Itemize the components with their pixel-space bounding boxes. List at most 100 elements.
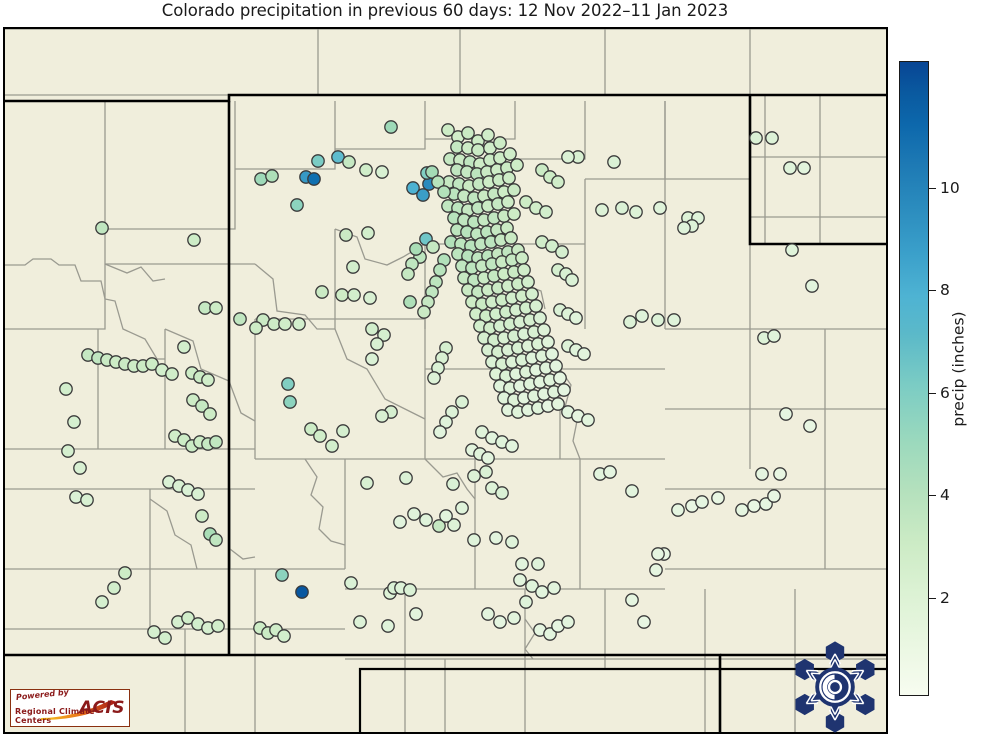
station-marker[interactable] [80,493,94,507]
station-marker[interactable] [446,477,460,491]
station-marker[interactable] [543,627,557,641]
station-marker[interactable] [747,499,761,513]
station-marker[interactable] [503,147,517,161]
station-marker[interactable] [441,123,455,137]
station-marker[interactable] [695,495,709,509]
station-marker[interactable] [195,399,209,413]
station-marker[interactable] [637,615,651,629]
station-marker[interactable] [510,158,524,172]
station-marker[interactable] [399,471,413,485]
station-marker[interactable] [249,321,263,335]
station-marker[interactable] [677,221,691,235]
station-marker[interactable] [59,382,73,396]
station-marker[interactable] [265,169,279,183]
station-marker[interactable] [493,136,507,150]
station-marker[interactable] [467,533,481,547]
station-marker[interactable] [555,245,569,259]
station-marker[interactable] [346,260,360,274]
station-marker[interactable] [577,347,591,361]
station-marker[interactable] [118,566,132,580]
station-marker[interactable] [361,226,375,240]
station-marker[interactable] [73,461,87,475]
station-marker[interactable] [447,518,461,532]
station-marker[interactable] [375,409,389,423]
station-marker[interactable] [187,233,201,247]
station-marker[interactable] [433,263,447,277]
station-marker[interactable] [107,581,121,595]
station-marker[interactable] [545,239,559,253]
station-marker[interactable] [551,175,565,189]
station-marker[interactable] [191,487,205,501]
station-marker[interactable] [290,198,304,212]
station-marker[interactable] [313,429,327,443]
station-marker[interactable] [797,161,811,175]
station-marker[interactable] [419,513,433,527]
station-marker[interactable] [525,579,539,593]
station-marker[interactable] [292,317,306,331]
station-marker[interactable] [481,607,495,621]
station-marker[interactable] [635,309,649,323]
station-marker[interactable] [759,497,773,511]
station-marker[interactable] [505,535,519,549]
station-marker[interactable] [315,285,329,299]
station-marker[interactable] [370,337,384,351]
station-marker[interactable] [95,221,109,235]
station-marker[interactable] [711,491,725,505]
station-marker[interactable] [145,357,159,371]
station-marker[interactable] [615,201,629,215]
station-marker[interactable] [525,287,539,301]
station-marker[interactable] [607,155,621,169]
station-marker[interactable] [347,288,361,302]
station-marker[interactable] [502,171,516,185]
station-marker[interactable] [211,619,225,633]
station-marker[interactable] [147,625,161,639]
station-marker[interactable] [529,299,543,313]
station-marker[interactable] [409,242,423,256]
station-marker[interactable] [785,243,799,257]
station-marker[interactable] [325,439,339,453]
station-marker[interactable] [403,583,417,597]
station-marker[interactable] [304,422,318,436]
station-marker[interactable] [426,240,440,254]
station-marker[interactable] [445,405,459,419]
station-marker[interactable] [519,195,533,209]
station-marker[interactable] [203,407,217,421]
station-marker[interactable] [603,465,617,479]
station-marker[interactable] [773,467,787,481]
station-marker[interactable] [489,531,503,545]
station-marker[interactable] [393,515,407,529]
station-marker[interactable] [531,557,545,571]
station-marker[interactable] [275,568,289,582]
station-marker[interactable] [363,291,377,305]
station-marker[interactable] [539,205,553,219]
station-marker[interactable] [495,486,509,500]
station-marker[interactable] [667,313,681,327]
station-marker[interactable] [779,407,793,421]
station-marker[interactable] [409,607,423,621]
station-marker[interactable] [427,371,441,385]
station-marker[interactable] [431,175,445,189]
station-marker[interactable] [565,273,579,287]
station-marker[interactable] [651,547,665,561]
station-marker[interactable] [95,595,109,609]
station-marker[interactable] [201,373,215,387]
station-marker[interactable] [507,207,521,221]
station-marker[interactable] [549,359,563,373]
station-marker[interactable] [195,509,209,523]
station-marker[interactable] [569,311,583,325]
station-marker[interactable] [805,279,819,293]
station-marker[interactable] [479,465,493,479]
station-marker[interactable] [767,489,781,503]
map-canvas[interactable] [3,27,888,734]
station-marker[interactable] [765,131,779,145]
station-marker[interactable] [803,419,817,433]
station-marker[interactable] [501,195,515,209]
station-marker[interactable] [209,533,223,547]
station-marker[interactable] [61,444,75,458]
station-marker[interactable] [165,367,179,381]
station-marker[interactable] [439,509,453,523]
station-marker[interactable] [547,581,561,595]
station-marker[interactable] [359,163,373,177]
station-marker[interactable] [353,615,367,629]
colorbar[interactable]: 10 8 6 4 2 [899,61,960,696]
